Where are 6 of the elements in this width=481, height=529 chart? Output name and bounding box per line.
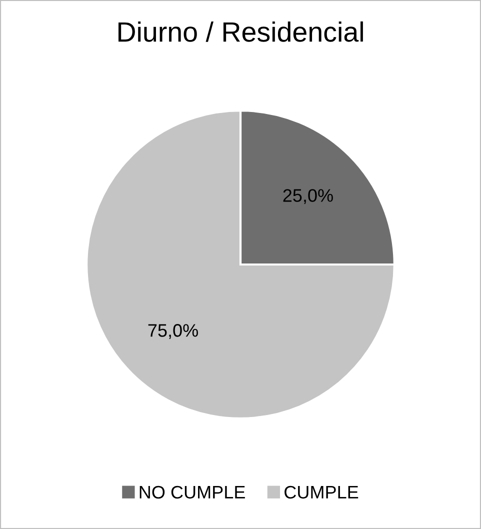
pie-slice [86,110,396,420]
data-label: 75,0% [148,324,198,339]
data-label: 25,0% [283,189,333,204]
legend-label: NO CUMPLE [140,486,245,499]
chart-title: Diurno / Residencial [118,21,363,42]
legend-label: CUMPLE [284,486,358,499]
